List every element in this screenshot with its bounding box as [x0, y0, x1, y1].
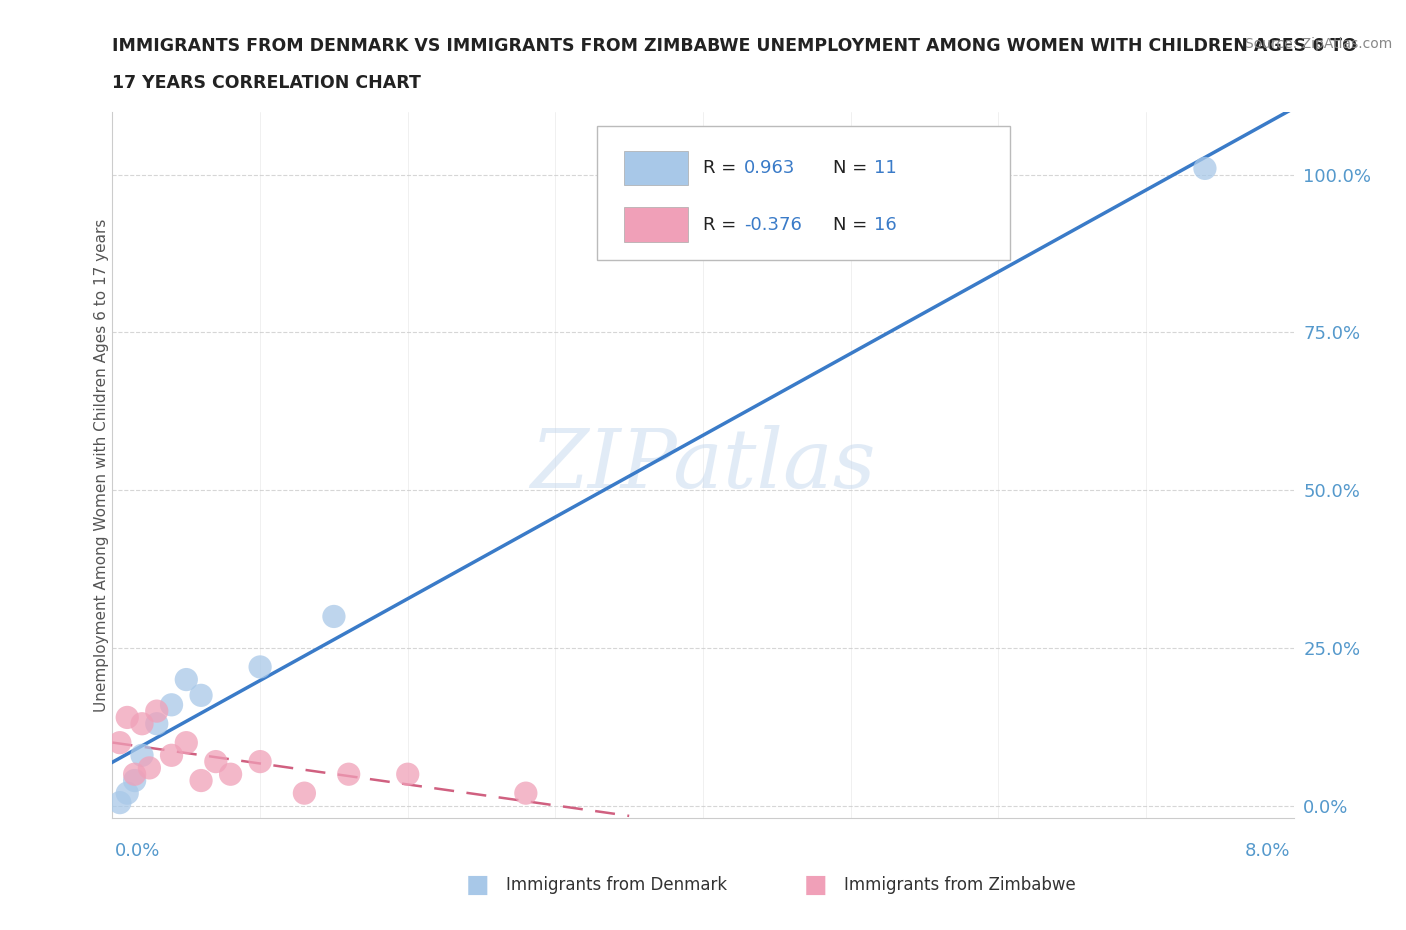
- Point: [219, 766, 242, 781]
- Point: [174, 672, 197, 687]
- Point: [117, 786, 138, 801]
- Point: [1194, 161, 1216, 176]
- Text: N =: N =: [832, 159, 873, 177]
- Point: [131, 716, 153, 731]
- Text: Source: ZipAtlas.com: Source: ZipAtlas.com: [1244, 37, 1392, 51]
- Text: 16: 16: [875, 216, 897, 233]
- Point: [396, 766, 419, 781]
- Point: [117, 710, 138, 724]
- Point: [323, 609, 346, 624]
- Text: ZIPatlas: ZIPatlas: [530, 425, 876, 505]
- Text: Immigrants from Zimbabwe: Immigrants from Zimbabwe: [844, 876, 1076, 895]
- Y-axis label: Unemployment Among Women with Children Ages 6 to 17 years: Unemployment Among Women with Children A…: [94, 219, 108, 711]
- Point: [249, 659, 271, 674]
- Text: IMMIGRANTS FROM DENMARK VS IMMIGRANTS FROM ZIMBABWE UNEMPLOYMENT AMONG WOMEN WIT: IMMIGRANTS FROM DENMARK VS IMMIGRANTS FR…: [112, 37, 1357, 55]
- Point: [174, 736, 197, 751]
- Point: [131, 748, 153, 763]
- Point: [146, 716, 169, 731]
- Text: ■: ■: [804, 873, 827, 897]
- Point: [160, 748, 183, 763]
- Point: [515, 786, 537, 801]
- Text: ■: ■: [467, 873, 489, 897]
- Point: [337, 766, 360, 781]
- Text: 11: 11: [875, 159, 897, 177]
- Point: [190, 688, 212, 703]
- Text: 0.963: 0.963: [744, 159, 796, 177]
- Text: 8.0%: 8.0%: [1246, 842, 1291, 860]
- Point: [190, 773, 212, 788]
- Text: 0.0%: 0.0%: [115, 842, 160, 860]
- FancyBboxPatch shape: [596, 126, 1010, 260]
- Text: Immigrants from Denmark: Immigrants from Denmark: [506, 876, 727, 895]
- Point: [124, 766, 146, 781]
- Point: [249, 754, 271, 769]
- Point: [108, 736, 131, 751]
- Point: [160, 698, 183, 712]
- Point: [292, 786, 315, 801]
- Point: [205, 754, 228, 769]
- Text: R =: R =: [703, 216, 742, 233]
- Text: N =: N =: [832, 216, 873, 233]
- Text: 17 YEARS CORRELATION CHART: 17 YEARS CORRELATION CHART: [112, 74, 422, 92]
- Point: [138, 761, 160, 776]
- FancyBboxPatch shape: [624, 151, 688, 185]
- Text: -0.376: -0.376: [744, 216, 803, 233]
- FancyBboxPatch shape: [624, 207, 688, 242]
- Text: R =: R =: [703, 159, 742, 177]
- Point: [108, 795, 131, 810]
- Point: [146, 704, 169, 719]
- Point: [124, 773, 146, 788]
